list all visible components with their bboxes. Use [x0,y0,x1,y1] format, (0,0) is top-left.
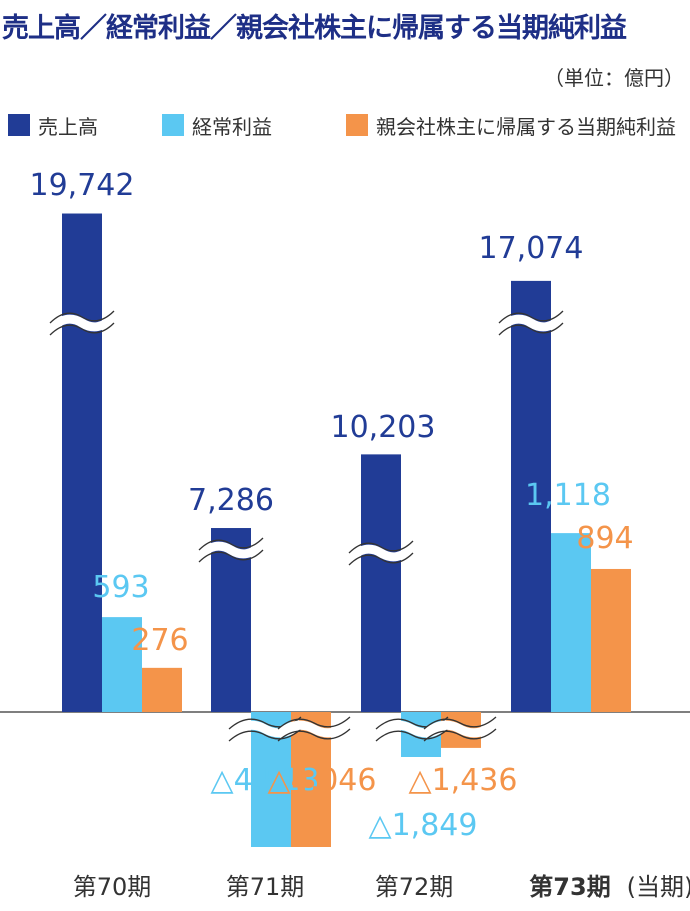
value-label-2-2: △1,436 [409,763,518,798]
break-marker-71-gap [195,540,267,560]
value-label-1-0: 593 [92,570,149,605]
bar-0-2 [361,454,401,712]
value-label-2-3: 894 [576,521,633,556]
value-label-0-1: 7,286 [188,483,274,518]
legend-item-sales: 売上高 [8,110,98,140]
category-label-2: 第72期 [375,873,454,901]
bar-2-0 [142,667,182,712]
value-label-0-3: 17,074 [479,231,584,266]
value-label-1-3: 1,118 [525,478,611,513]
legend-label-net: 親会社株主に帰属する当期純利益 [376,114,676,139]
break-marker-73-gap [495,313,567,333]
category-label-1: 第71期 [226,873,305,901]
break-marker-70-line-bottom [49,322,115,336]
value-label-0-0: 19,742 [30,168,135,203]
bar-2-3 [591,568,631,712]
category-label-0: 第70期 [73,873,152,901]
legend-label-sales: 売上高 [38,114,98,139]
break-marker-neg-71a-line-bottom [228,728,302,742]
break-marker-70-gap [46,313,118,333]
break-marker-71-line-bottom [198,549,264,563]
value-label-0-2: 10,203 [331,410,436,445]
break-marker-neg-72b-line-bottom [423,728,497,742]
break-marker-71-line-top [198,537,264,551]
legend-swatch-ordinary [162,114,184,136]
break-marker-neg-72b-line-top [423,716,497,730]
bar-0-1 [211,528,251,712]
legend-swatch-sales [8,114,30,136]
value-label-1-1: △4,513 [211,763,320,798]
bar-0-3 [511,280,551,712]
break-marker-72-line-bottom [348,552,414,566]
legend-item-net: 親会社株主に帰属する当期純利益 [346,110,676,140]
break-marker-70-line-top [49,310,115,324]
unit-label: （単位：億円） [544,66,684,90]
break-marker-72-gap [345,543,417,563]
value-label-2-1: △4,046 [268,763,377,798]
current-period-note: (当期) [627,873,690,901]
break-marker-73-line-bottom [498,322,564,336]
break-marker-neg-71b-line-bottom [277,728,351,742]
bar-1-3 [551,533,591,712]
break-marker-neg-72b-gap [421,719,499,739]
legend-label-ordinary: 経常利益 [192,114,272,139]
bar-0-0 [62,213,102,712]
break-marker-neg-72a-line-bottom [375,728,449,742]
value-label-2-0: 276 [131,623,188,658]
break-marker-neg-71b-line-top [277,716,351,730]
break-marker-72-line-top [348,540,414,554]
category-label-3: 第73期 [529,873,610,901]
bar-1-0 [102,617,142,712]
value-label-1-2: △1,849 [369,808,478,843]
legend-item-ordinary: 経常利益 [162,110,272,140]
break-marker-73-line-top [498,310,564,324]
chart-title: 売上高／経常利益／親会社株主に帰属する当期純利益 [2,13,627,44]
break-marker-neg-71b-gap [275,719,353,739]
legend-swatch-net [346,114,368,136]
